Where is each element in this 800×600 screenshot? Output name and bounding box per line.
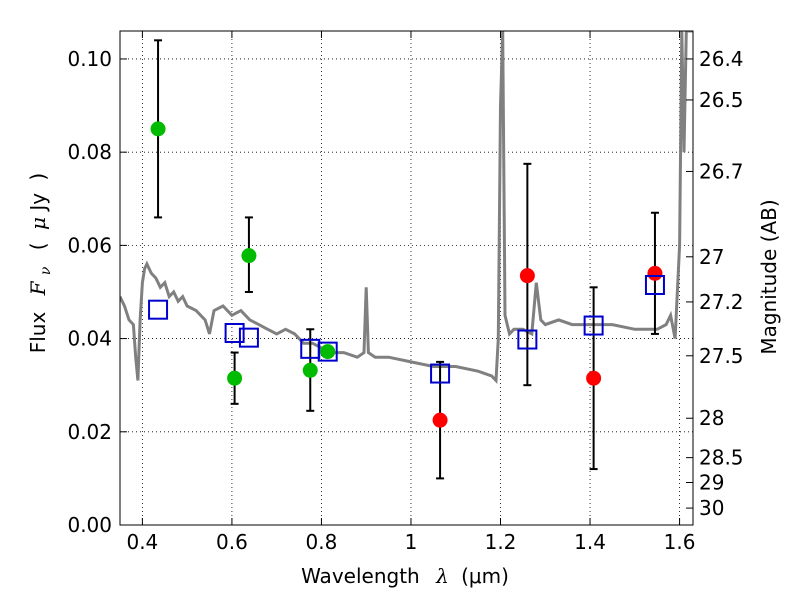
mag-tick-label: 26.5 xyxy=(699,88,744,112)
y-tick-label: 0.04 xyxy=(67,327,112,351)
mag-tick-label: 26.4 xyxy=(699,47,744,71)
y-tick-label: 0.00 xyxy=(67,513,112,537)
x-axis-title: Wavelength λ (μm) xyxy=(301,564,509,588)
tick-marks xyxy=(120,31,693,526)
y-axis-unit-jy: Jy xyxy=(26,193,50,213)
y-tick-label: 0.06 xyxy=(67,233,112,257)
x-tick-label: 1 xyxy=(405,530,418,554)
model-flux-square xyxy=(224,322,245,343)
y-axis-title-text: Flux xyxy=(26,312,50,354)
y-tick-label: 0.10 xyxy=(67,47,112,71)
model-flux-square xyxy=(583,315,604,336)
model-flux-square xyxy=(430,363,451,384)
y-axis-unit-open: ( xyxy=(26,242,50,250)
mag-tick-label: 27.2 xyxy=(699,290,744,314)
plot-area xyxy=(120,31,693,480)
model-flux-square xyxy=(238,327,259,348)
x-tick-label: 0.8 xyxy=(306,530,338,554)
data-point-green xyxy=(320,344,336,360)
axes-frame xyxy=(119,30,694,526)
y-tick-label: 0.02 xyxy=(67,420,112,444)
mag-tick-label: 29 xyxy=(699,470,724,494)
y-axis-symbol-subscript: ν xyxy=(38,266,54,275)
x-tick-label: 1.4 xyxy=(574,530,606,554)
data-point-red xyxy=(647,265,663,281)
y-axis-unit-mu: μ xyxy=(26,217,50,230)
y-axis-title: Flux F ν ( μ Jy ) xyxy=(26,173,55,354)
y-tick-label: 0.08 xyxy=(67,140,112,164)
x-axis-unit: (μm) xyxy=(461,564,509,588)
mag-tick-label: 26.7 xyxy=(699,159,744,183)
data-point-green xyxy=(227,370,243,386)
data-point-red xyxy=(586,370,602,386)
y-axis-symbol: F xyxy=(26,280,50,296)
model-flux-square xyxy=(317,341,338,362)
mag-tick-label: 30 xyxy=(699,496,724,520)
y-axis-unit-close: ) xyxy=(26,173,50,181)
model-flux-square xyxy=(148,299,169,320)
x-tick-label: 0.6 xyxy=(216,530,248,554)
data-point-green xyxy=(302,362,318,378)
x-tick-label: 0.4 xyxy=(126,530,158,554)
plot-inner xyxy=(120,31,693,480)
x-tick-label: 1.2 xyxy=(485,530,517,554)
mag-tick-label: 27.5 xyxy=(699,344,744,368)
tick-labels: 0.4 0.6 0.8 1 1.2 1.4 1.6 0.00 0.02 0.04 0.06 0.08 0… xyxy=(67,47,743,554)
x-axis-title-text: Wavelength xyxy=(301,564,420,588)
model-flux-square xyxy=(644,274,665,295)
mag-tick-label: 27 xyxy=(699,245,724,269)
data-point-green xyxy=(241,248,257,264)
data-point-green xyxy=(150,121,166,137)
data-point-red xyxy=(432,412,448,428)
mag-tick-label: 28.5 xyxy=(699,446,744,470)
y2-axis-title: Magnitude (AB) xyxy=(757,199,781,354)
x-tick-label: 1.6 xyxy=(664,530,696,554)
x-axis-symbol: λ xyxy=(435,564,449,588)
mag-tick-label: 28 xyxy=(699,406,724,430)
data-point-red xyxy=(519,268,535,284)
model-flux-square xyxy=(517,329,538,350)
